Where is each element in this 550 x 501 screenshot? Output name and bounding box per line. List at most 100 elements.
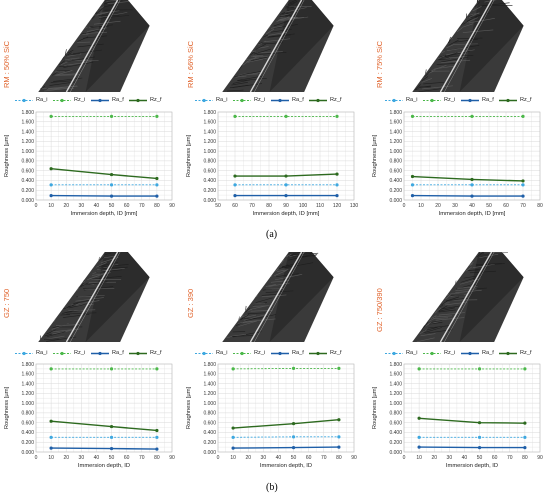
edge-texture-line — [438, 55, 446, 59]
legend-marker — [392, 351, 396, 356]
series-ra-i — [231, 435, 341, 439]
legend-label: Ra_i — [406, 350, 418, 356]
series-rz-i — [49, 114, 159, 118]
y-axis-label: Roughness [µm] — [372, 386, 378, 429]
edge-texture-line — [284, 262, 314, 269]
edge-texture-line — [476, 252, 483, 258]
edge-texture-line — [50, 329, 72, 333]
edge-texture-line — [475, 263, 502, 266]
data-point — [521, 179, 525, 183]
x-tick-label: 0 — [217, 455, 220, 461]
edge-texture-line — [103, 3, 120, 8]
edge-texture-line — [435, 317, 465, 321]
edge-texture-line — [456, 27, 463, 33]
edge-texture-line — [62, 310, 74, 314]
edge-texture-line — [72, 300, 100, 306]
edge-texture-line — [472, 6, 482, 12]
edge-texture-line — [46, 87, 74, 90]
edge-texture-line — [445, 44, 454, 49]
legend-label: Ra_f — [482, 350, 494, 356]
panel-label: GZ : 750/390 — [375, 288, 384, 332]
legend-marker — [468, 98, 472, 103]
edge-texture-line — [446, 47, 466, 51]
x-tick-label: 30 — [452, 203, 458, 209]
data-point — [521, 194, 525, 198]
x-tick-label: 60 — [124, 203, 130, 209]
edge-texture-line — [293, 252, 319, 256]
y-tick-label: 0.000 — [203, 450, 216, 456]
edge-texture-line — [245, 314, 277, 321]
data-point — [231, 426, 235, 430]
data-point — [477, 367, 482, 371]
legend-swatch — [309, 351, 327, 356]
edge-texture-line — [44, 335, 65, 340]
edge-micrograph — [412, 252, 524, 342]
edge-texture-line — [446, 293, 449, 296]
edge-texture-line — [245, 59, 248, 61]
x-tick-label: 30 — [79, 455, 85, 461]
data-point — [337, 445, 341, 449]
edge-texture-line — [234, 75, 238, 78]
y-tick-label: 0.800 — [389, 159, 402, 165]
chart-legend: Ra_i Rz_i Ra_f Rz_f — [384, 349, 534, 358]
edge-texture-line — [68, 309, 96, 311]
legend-label: Rz_f — [150, 350, 162, 356]
data-point — [284, 194, 288, 198]
edge-texture-line — [227, 89, 244, 92]
edge-texture-line — [82, 280, 86, 283]
caption-b: (b) — [266, 482, 278, 493]
edge-texture-line — [77, 36, 89, 42]
legend-swatch — [15, 98, 33, 103]
edge-texture-line — [247, 312, 266, 315]
data-point — [155, 447, 159, 451]
y-tick-label: 0.800 — [389, 411, 402, 417]
data-point — [284, 183, 288, 187]
edge-texture-line — [239, 314, 244, 321]
edge-texture-line — [430, 315, 437, 320]
legend-label: Ra_f — [482, 97, 494, 103]
y-tick-label: 0.400 — [203, 178, 216, 184]
x-tick-label: 50 — [109, 203, 115, 209]
edge-texture-line — [447, 297, 468, 301]
plot-frame — [403, 363, 541, 453]
x-tick-label: 60 — [492, 455, 498, 461]
y-tick-label: 1.000 — [203, 149, 216, 155]
y-tick-label: 0.600 — [21, 168, 34, 174]
edge-texture-line — [98, 261, 119, 267]
edge-texture-line — [84, 26, 88, 29]
edge-texture-line — [276, 273, 299, 277]
y-tick-label: 1.800 — [21, 362, 34, 368]
legend-swatch — [461, 351, 479, 356]
data-point — [155, 183, 159, 187]
edge-texture-line — [285, 3, 295, 8]
edge-texture-line — [41, 85, 46, 90]
data-point — [109, 446, 114, 451]
series-rz-i — [410, 114, 525, 118]
data-point — [521, 114, 525, 118]
edge-texture-line — [56, 324, 80, 327]
x-tick-label: 110 — [316, 203, 324, 209]
edge-texture-line — [255, 44, 266, 50]
x-tick-label: 70 — [321, 455, 327, 461]
edge-texture-line — [418, 88, 444, 92]
edge-highlight — [249, 0, 303, 92]
x-axis-label: Immersion depth, ID — [78, 463, 130, 469]
edge-texture-line — [67, 53, 82, 57]
legend-swatch — [91, 351, 109, 356]
edge-texture-line — [63, 61, 94, 68]
edge-texture-line — [61, 56, 65, 60]
edge-texture-line — [250, 55, 273, 62]
edge-texture-line — [86, 27, 107, 32]
data-point — [337, 418, 341, 422]
data-point — [335, 114, 339, 118]
x-axis-label: Immersion depth, ID [mm] — [439, 211, 506, 217]
panel-label: RM : 50% SiC — [2, 40, 11, 88]
legend-marker — [240, 98, 244, 103]
edge-texture-line — [243, 314, 266, 321]
x-tick-label: 70 — [520, 203, 526, 209]
edge-highlight — [70, 0, 121, 92]
legend-swatch — [499, 98, 517, 103]
data-point — [109, 172, 114, 177]
edge-texture-line — [466, 15, 480, 22]
edge-texture-line — [44, 88, 66, 92]
